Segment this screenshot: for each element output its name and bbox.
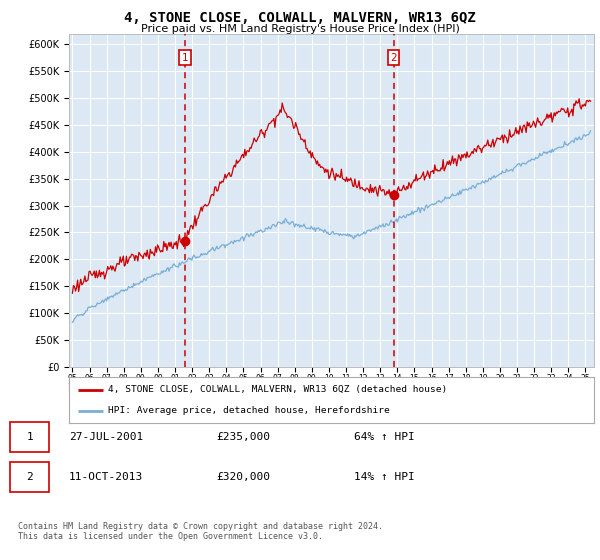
Text: Price paid vs. HM Land Registry's House Price Index (HPI): Price paid vs. HM Land Registry's House … [140, 24, 460, 34]
Text: £235,000: £235,000 [216, 432, 270, 442]
Text: 2: 2 [390, 53, 397, 63]
Text: 11-OCT-2013: 11-OCT-2013 [69, 472, 143, 482]
Text: 64% ↑ HPI: 64% ↑ HPI [354, 432, 415, 442]
Text: 1: 1 [26, 432, 33, 442]
Text: 27-JUL-2001: 27-JUL-2001 [69, 432, 143, 442]
Text: £320,000: £320,000 [216, 472, 270, 482]
Text: 1: 1 [182, 53, 188, 63]
Text: HPI: Average price, detached house, Herefordshire: HPI: Average price, detached house, Here… [109, 407, 390, 416]
Text: 4, STONE CLOSE, COLWALL, MALVERN, WR13 6QZ (detached house): 4, STONE CLOSE, COLWALL, MALVERN, WR13 6… [109, 385, 448, 394]
Text: 4, STONE CLOSE, COLWALL, MALVERN, WR13 6QZ: 4, STONE CLOSE, COLWALL, MALVERN, WR13 6… [124, 11, 476, 25]
Text: Contains HM Land Registry data © Crown copyright and database right 2024.
This d: Contains HM Land Registry data © Crown c… [18, 522, 383, 542]
Text: 14% ↑ HPI: 14% ↑ HPI [354, 472, 415, 482]
Text: 2: 2 [26, 472, 33, 482]
